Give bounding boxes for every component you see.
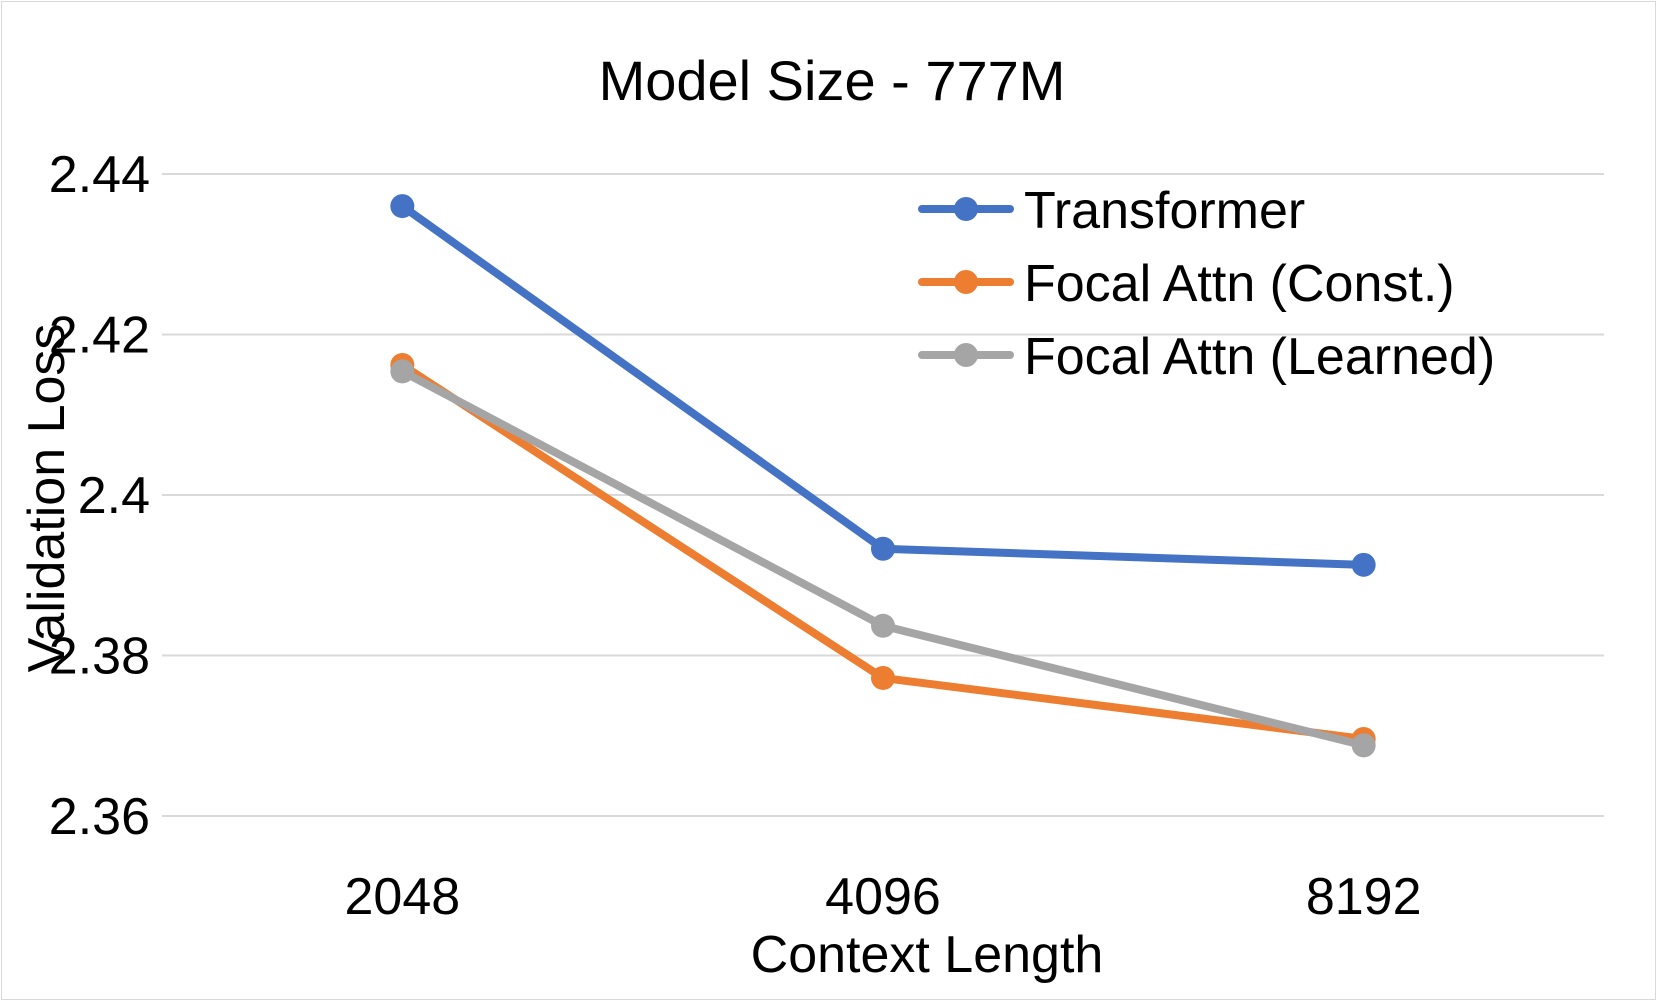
data-point — [871, 613, 895, 638]
y-tick-label: 2.36 — [49, 788, 150, 846]
gridlines — [162, 173, 1604, 817]
chart-title: Model Size - 777M — [599, 49, 1066, 112]
series-lines — [390, 194, 1376, 758]
y-tick-label: 2.42 — [49, 307, 150, 365]
x-tick-label: 8192 — [1306, 868, 1422, 926]
legend: Transformer Focal Attn (Const.) Focal Attn… — [918, 182, 1495, 386]
legend-item: Focal Attn (Learned) — [918, 328, 1495, 386]
legend-item: Transformer — [918, 182, 1305, 240]
data-point — [1351, 552, 1376, 577]
data-point — [390, 359, 415, 384]
data-point — [871, 665, 895, 690]
data-point — [1351, 733, 1376, 758]
data-point — [390, 194, 415, 219]
y-axis-label: Validation Loss — [18, 324, 76, 673]
y-tick-label: 2.4 — [78, 467, 150, 525]
x-tick-label: 4096 — [825, 868, 941, 926]
series-0 — [390, 194, 1376, 577]
legend-marker — [954, 343, 978, 367]
legend-item: Focal Attn (Const.) — [918, 255, 1455, 313]
legend-marker — [954, 197, 978, 221]
series-2 — [390, 359, 1376, 758]
legend-label: Focal Attn (Const.) — [1024, 255, 1455, 313]
data-point — [871, 536, 895, 561]
y-tick-label: 2.38 — [49, 628, 150, 686]
x-tick-label: 2048 — [344, 868, 460, 926]
legend-label: Transformer — [1024, 182, 1305, 240]
legend-label: Focal Attn (Learned) — [1024, 328, 1495, 386]
y-tick-label: 2.44 — [49, 146, 150, 204]
x-axis-label: Context Length — [751, 926, 1104, 984]
x-axis-ticks: 2048 4096 8192 — [344, 868, 1421, 926]
y-axis-ticks: 2.44 2.42 2.4 2.38 2.36 — [49, 146, 150, 846]
legend-marker — [954, 270, 978, 294]
